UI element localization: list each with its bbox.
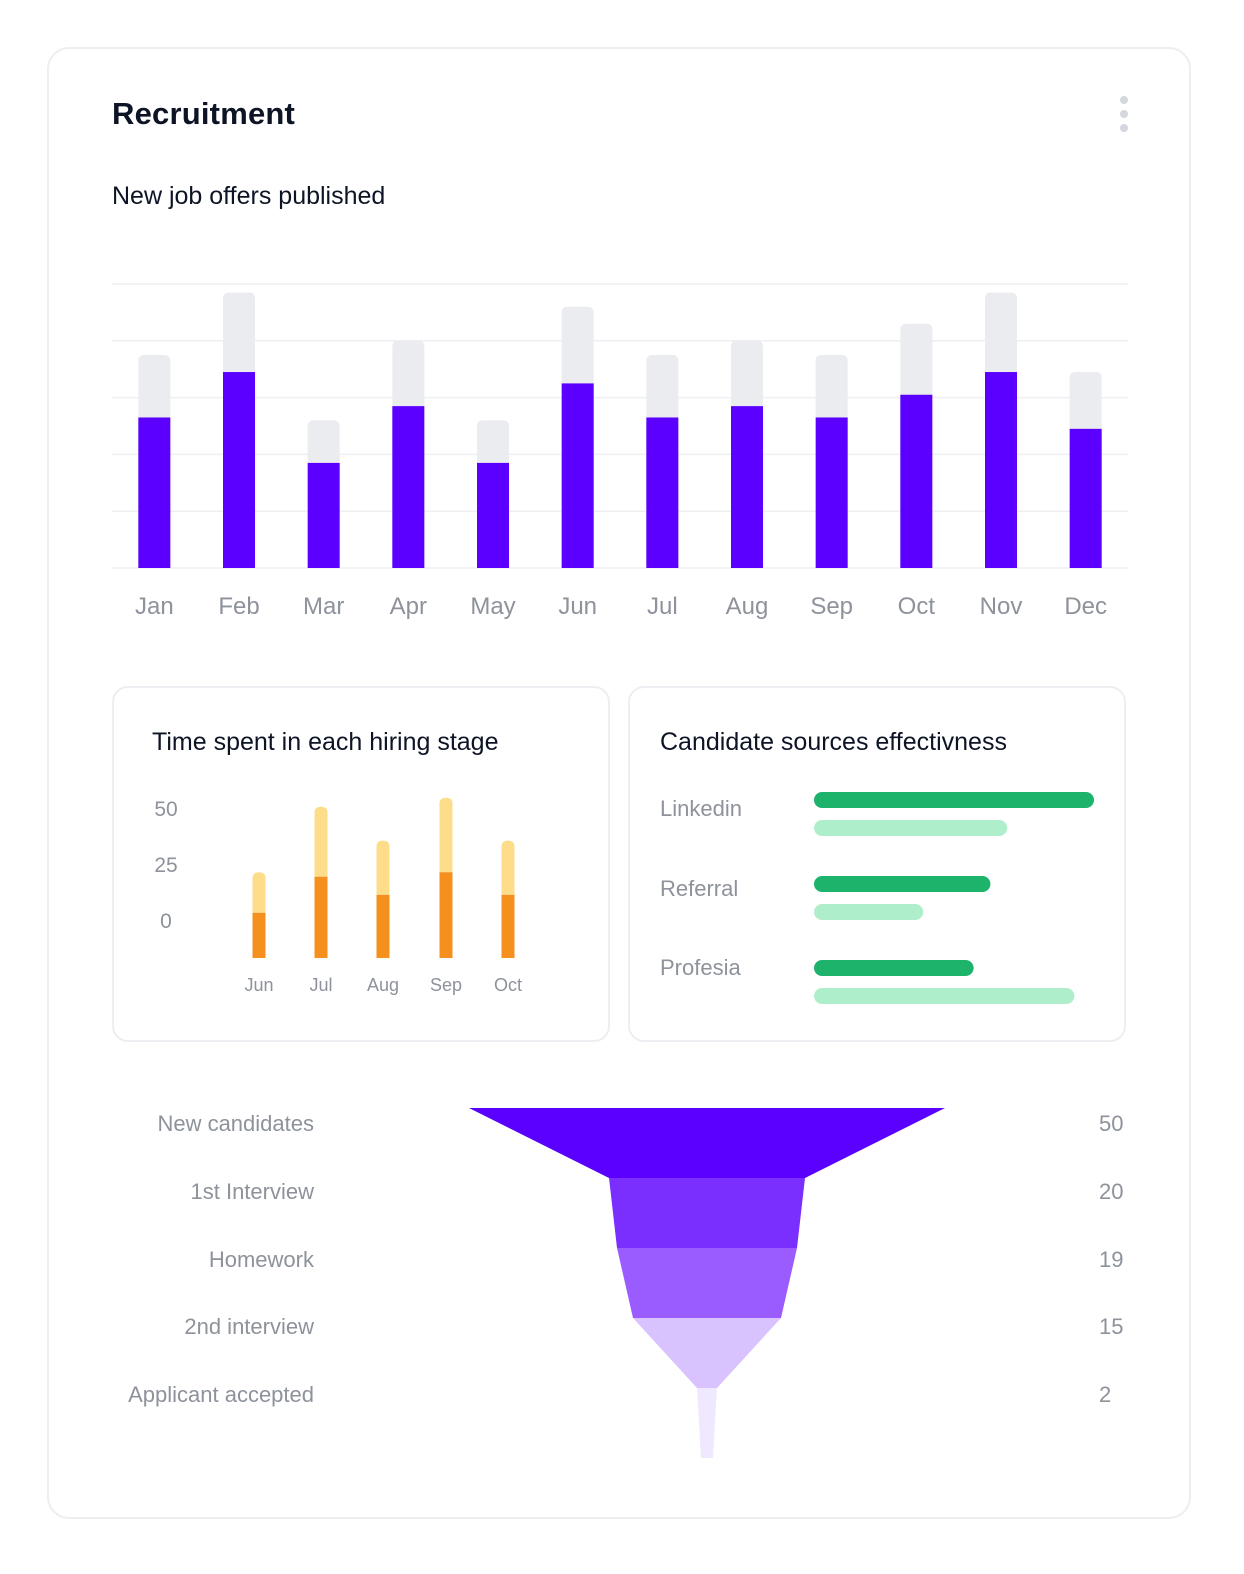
hiring-stage-title: Time spent in each hiring stage [152, 728, 499, 756]
stage-x-tick-sep: Sep [430, 975, 462, 995]
stage-x-tick-jul: Jul [309, 975, 332, 995]
x-tick-dec: Dec [1064, 593, 1107, 620]
funnel-segment-1st-interview [609, 1178, 805, 1248]
bar-nov [985, 372, 1017, 568]
stage-bar-light-aug [376, 840, 390, 895]
candidate-sources-panel: Candidate sources effectivness Linkedin … [628, 686, 1126, 1042]
funnel-value-1st-interview: 20 [1099, 1179, 1124, 1204]
x-tick-oct: Oct [898, 593, 936, 620]
x-tick-mar: Mar [303, 593, 344, 620]
y-tick-50: 50 [154, 798, 177, 821]
stage-bar-jun [252, 912, 266, 958]
hiring-funnel-chart [469, 1108, 945, 1458]
source-bar-light-referral [814, 904, 924, 920]
candidate-sources-chart [814, 792, 1094, 1004]
candidate-sources-title: Candidate sources effectivness [660, 728, 1007, 756]
bar-jun [561, 383, 594, 568]
stage-bar-light-jun [252, 872, 266, 913]
bar-mar [307, 462, 340, 568]
stage-bar-light-oct [501, 840, 515, 895]
card-title: Recruitment [112, 96, 296, 131]
stage-bar-light-sep [439, 797, 453, 873]
source-label-linkedin: Linkedin [660, 796, 742, 821]
source-bar-light-linkedin [814, 820, 1008, 836]
hiring-stage-panel: Time spent in each hiring stage 50 25 0 Jun… [112, 686, 610, 1042]
funnel-segment-new-candidates [469, 1108, 945, 1178]
funnel-label-2nd-interview: 2nd interview [184, 1314, 314, 1339]
source-bar-referral [814, 876, 991, 892]
source-label-profesia: Profesia [660, 955, 741, 980]
bar-jul [646, 417, 679, 568]
funnel-value-applicant-accepted: 2 [1099, 1382, 1112, 1407]
bar-feb [223, 372, 255, 568]
x-tick-aug: Aug [726, 593, 769, 620]
stage-bar-aug [376, 894, 390, 958]
x-tick-jan: Jan [135, 593, 174, 620]
bar-dec [1069, 428, 1102, 568]
funnel-label-1st-interview: 1st Interview [190, 1179, 315, 1204]
job-offers-chart: Jan Feb Mar Apr May Jun Jul Aug Sep Oct Nov Dec [112, 283, 1128, 620]
bar-may [477, 462, 509, 568]
funnel-value-2nd-interview: 15 [1099, 1314, 1124, 1339]
funnel-segment-homework [617, 1248, 797, 1318]
dot [1120, 110, 1128, 118]
stage-bar-sep [439, 872, 453, 958]
x-tick-apr: Apr [390, 593, 427, 620]
hiring-stage-chart: 50 25 0 Jun Jul Aug Sep Oct [154, 797, 522, 995]
y-tick-0: 0 [160, 910, 172, 933]
stage-x-tick-aug: Aug [367, 975, 399, 995]
stage-bar-jul [314, 876, 328, 958]
stage-bar-light-jul [314, 806, 328, 877]
funnel-segment-applicant-accepted [697, 1388, 717, 1458]
source-label-referral: Referral [660, 876, 739, 901]
job-offers-title: New job offers published [112, 182, 386, 210]
bar-oct [900, 394, 933, 568]
stage-bar-oct [501, 894, 515, 958]
x-tick-sep: Sep [810, 593, 853, 620]
x-tick-jul: Jul [647, 593, 678, 620]
stage-x-tick-jun: Jun [244, 975, 273, 995]
funnel-label-applicant-accepted: Applicant accepted [128, 1382, 314, 1407]
x-tick-nov: Nov [980, 593, 1023, 620]
stage-x-tick-oct: Oct [494, 975, 522, 995]
bar-aug [731, 406, 763, 568]
bar-sep [815, 417, 848, 568]
funnel-label-homework: Homework [208, 1247, 314, 1272]
x-tick-may: May [470, 593, 515, 620]
x-tick-jun: Jun [558, 593, 597, 620]
y-tick-25: 25 [154, 854, 177, 877]
bar-apr [392, 406, 425, 568]
dot [1120, 96, 1128, 104]
source-bar-linkedin [814, 792, 1094, 808]
funnel-value-homework: 19 [1099, 1247, 1124, 1272]
vertical-dots-icon[interactable] [1110, 88, 1138, 140]
funnel-segment-2nd-interview [633, 1318, 781, 1388]
funnel-label-new-candidates: New candidates [157, 1111, 314, 1136]
bar-jan [138, 417, 171, 568]
source-bar-light-profesia [814, 988, 1075, 1004]
x-tick-feb: Feb [218, 593, 259, 620]
funnel-value-new-candidates: 50 [1099, 1111, 1124, 1136]
dot [1120, 124, 1128, 132]
source-bar-profesia [814, 960, 974, 976]
